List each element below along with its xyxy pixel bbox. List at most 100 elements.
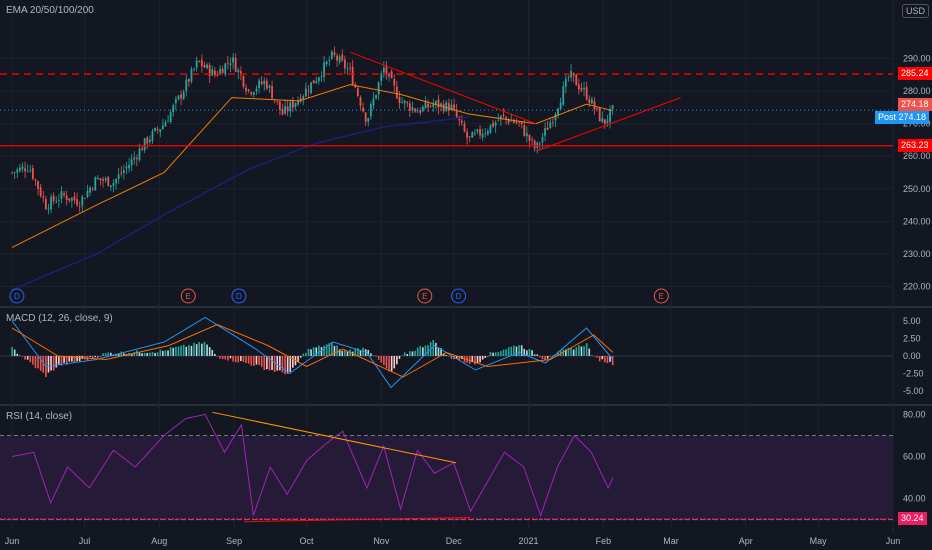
macd-histogram-bar: [310, 349, 312, 356]
macd-histogram-bar: [354, 348, 357, 356]
macd-histogram-bar: [227, 356, 229, 361]
candle-body: [325, 61, 328, 65]
macd-histogram-bar: [234, 356, 237, 363]
macd-histogram-bar: [601, 356, 604, 360]
macd-histogram-bar: [162, 350, 164, 356]
rsi-indicator-label[interactable]: RSI (14, close): [6, 411, 73, 422]
macd-histogram-bar: [406, 353, 409, 356]
candle-body: [609, 108, 611, 123]
price-tick-label: 240.00: [903, 216, 931, 226]
candle-body: [549, 122, 552, 129]
candle-body: [416, 111, 419, 113]
candle-body: [16, 169, 19, 173]
candle-body: [255, 88, 258, 92]
candle-body: [229, 63, 232, 65]
candle-body: [224, 63, 227, 75]
macd-histogram-bar: [359, 350, 362, 356]
macd-histogram-bar: [110, 352, 112, 356]
candle-body: [11, 172, 13, 174]
candle-body: [117, 174, 120, 179]
post-market-badge: Post 274.18: [875, 111, 930, 125]
candle-body: [307, 90, 310, 92]
candle-body: [567, 77, 570, 79]
macd-histogram-bar: [323, 345, 325, 356]
macd-histogram-bar: [338, 349, 341, 356]
candle-body: [570, 70, 572, 78]
candle-body: [559, 102, 562, 110]
ema-indicator-label[interactable]: EMA 20/50/100/200: [6, 5, 94, 16]
macd-histogram-bar: [32, 356, 34, 365]
macd-histogram-bar: [448, 356, 450, 357]
candle-body: [169, 111, 172, 122]
macd-histogram-bar: [455, 356, 458, 359]
macd-histogram-bar: [526, 350, 528, 356]
macd-histogram-bar: [201, 343, 203, 356]
price-tick-label: 280.00: [903, 86, 931, 96]
macd-tick-label: 0.00: [903, 351, 921, 361]
candle-body: [562, 86, 565, 105]
candle-body: [583, 88, 585, 90]
macd-indicator-label[interactable]: MACD (12, 26, close, 9): [6, 313, 113, 324]
candle-body: [289, 102, 292, 112]
candle-body: [104, 178, 107, 181]
candle-body: [185, 79, 188, 92]
macd-histogram-bar: [180, 345, 182, 356]
macd-histogram-bar: [362, 347, 364, 356]
candle-body: [432, 104, 435, 107]
macd-histogram-bar: [424, 345, 427, 356]
macd-histogram-bar: [143, 352, 146, 356]
macd-histogram-bar: [476, 356, 479, 364]
candle-body: [497, 120, 500, 122]
candle-body: [164, 122, 167, 127]
x-tick-label: Jul: [79, 536, 91, 546]
macd-histogram-bar: [575, 347, 578, 356]
x-tick-label: May: [810, 536, 828, 546]
macd-histogram-bar: [120, 351, 123, 356]
candle-body: [312, 80, 315, 84]
candle-body: [265, 80, 268, 89]
candle-body: [460, 120, 463, 123]
candle-body: [125, 166, 128, 169]
macd-histogram-bar: [544, 356, 546, 361]
candle-body: [73, 196, 76, 201]
macd-histogram-bar: [536, 354, 539, 356]
macd-tick-label: 2.50: [903, 334, 921, 344]
candle-body: [39, 187, 42, 197]
candle-body: [154, 127, 156, 131]
macd-histogram-bar: [315, 347, 318, 356]
candle-body: [232, 57, 234, 63]
macd-histogram-bar: [133, 352, 136, 356]
macd-histogram-bar: [549, 356, 552, 357]
macd-histogram-bar: [159, 349, 162, 356]
candle-body: [242, 76, 245, 87]
candle-body: [239, 71, 242, 76]
candle-body: [182, 91, 185, 100]
macd-histogram-bar: [123, 353, 125, 356]
macd-histogram-bar: [58, 356, 60, 365]
macd-histogram-bar: [437, 347, 440, 356]
currency-label[interactable]: USD: [901, 4, 929, 18]
macd-histogram-bar: [388, 356, 390, 372]
macd-histogram-bar: [195, 344, 198, 356]
candle-body: [372, 98, 375, 106]
candle-body: [42, 196, 45, 198]
macd-histogram-bar: [117, 353, 120, 356]
candle-body: [577, 84, 580, 90]
x-tick-label: Aug: [151, 536, 167, 546]
macd-histogram-bar: [286, 356, 289, 374]
x-tick-label: 2021: [519, 536, 539, 546]
candle-body: [81, 196, 84, 206]
rsi-tick-label: 80.00: [903, 409, 926, 419]
candle-body: [276, 100, 279, 102]
candle-body: [141, 148, 143, 151]
candle-body: [21, 166, 24, 170]
x-tick-label: Apr: [739, 536, 753, 546]
candle-body: [598, 107, 601, 122]
candle-body: [91, 188, 94, 190]
macd-histogram-bar: [598, 356, 601, 362]
x-tick-label: Oct: [300, 536, 315, 546]
macd-histogram-bar: [611, 356, 614, 366]
macd-histogram-bar: [60, 356, 63, 366]
candle-body: [177, 95, 180, 100]
